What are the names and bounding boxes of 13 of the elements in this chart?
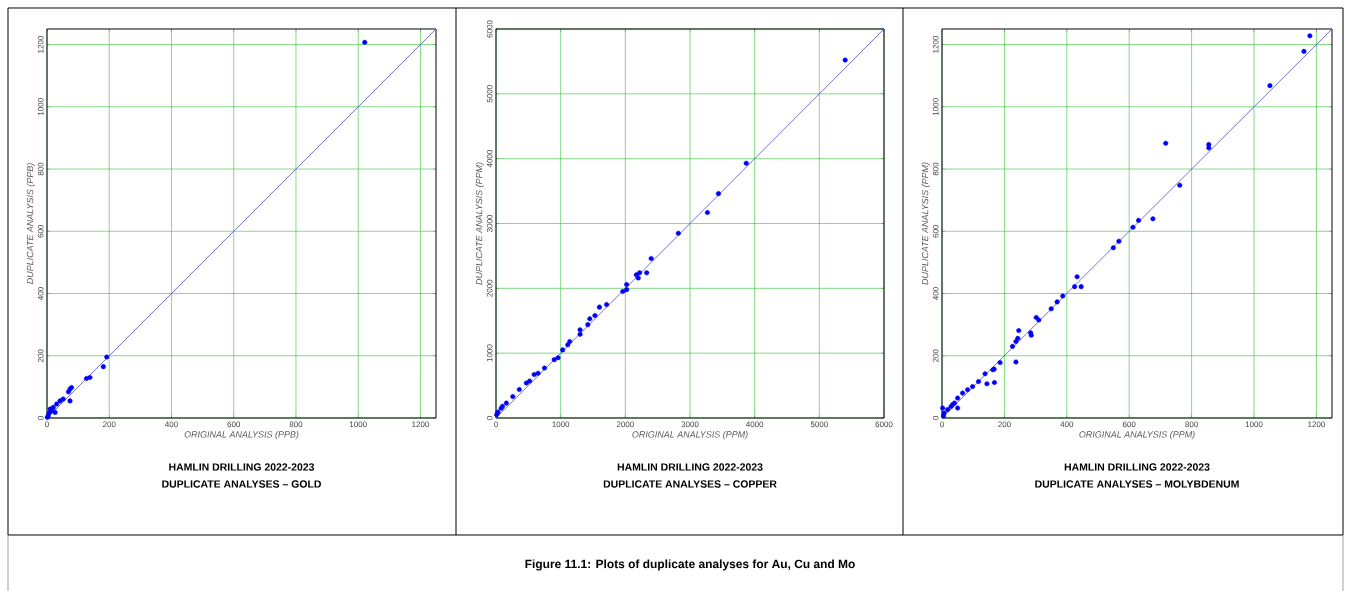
y-axis-title: DUPLICATE ANALYSIS (PPB): [26, 163, 35, 284]
text: DUPLICATE ANALYSES – MOLYBDENUM: [1035, 480, 1239, 488]
x-axis-title: ORIGINAL ANALYSIS (PPM): [632, 430, 748, 440]
caption: Figure 11.1: Plots of duplicate analyses for Au, Cu and Mo: [525, 559, 855, 571]
text: DUPLICATE ANALYSES – GOLD: [162, 480, 321, 488]
text: HAMLIN DRILLING 2022-2023: [169, 463, 315, 471]
y-axis-title: DUPLICATE ANALYSIS (PPM): [921, 162, 931, 285]
x-axis-title: ORIGINAL ANALYSIS (PPM): [1079, 430, 1195, 440]
text: DUPLICATE ANALYSES – COPPER: [603, 480, 777, 488]
text: HAMLIN DRILLING 2022-2023: [1064, 463, 1210, 471]
x-axis-title: ORIGINAL ANALYSIS (PPB): [184, 430, 299, 440]
y-axis-title: DUPLICATE ANALYSIS (PPM): [475, 162, 485, 285]
text: HAMLIN DRILLING 2022-2023: [617, 463, 763, 471]
